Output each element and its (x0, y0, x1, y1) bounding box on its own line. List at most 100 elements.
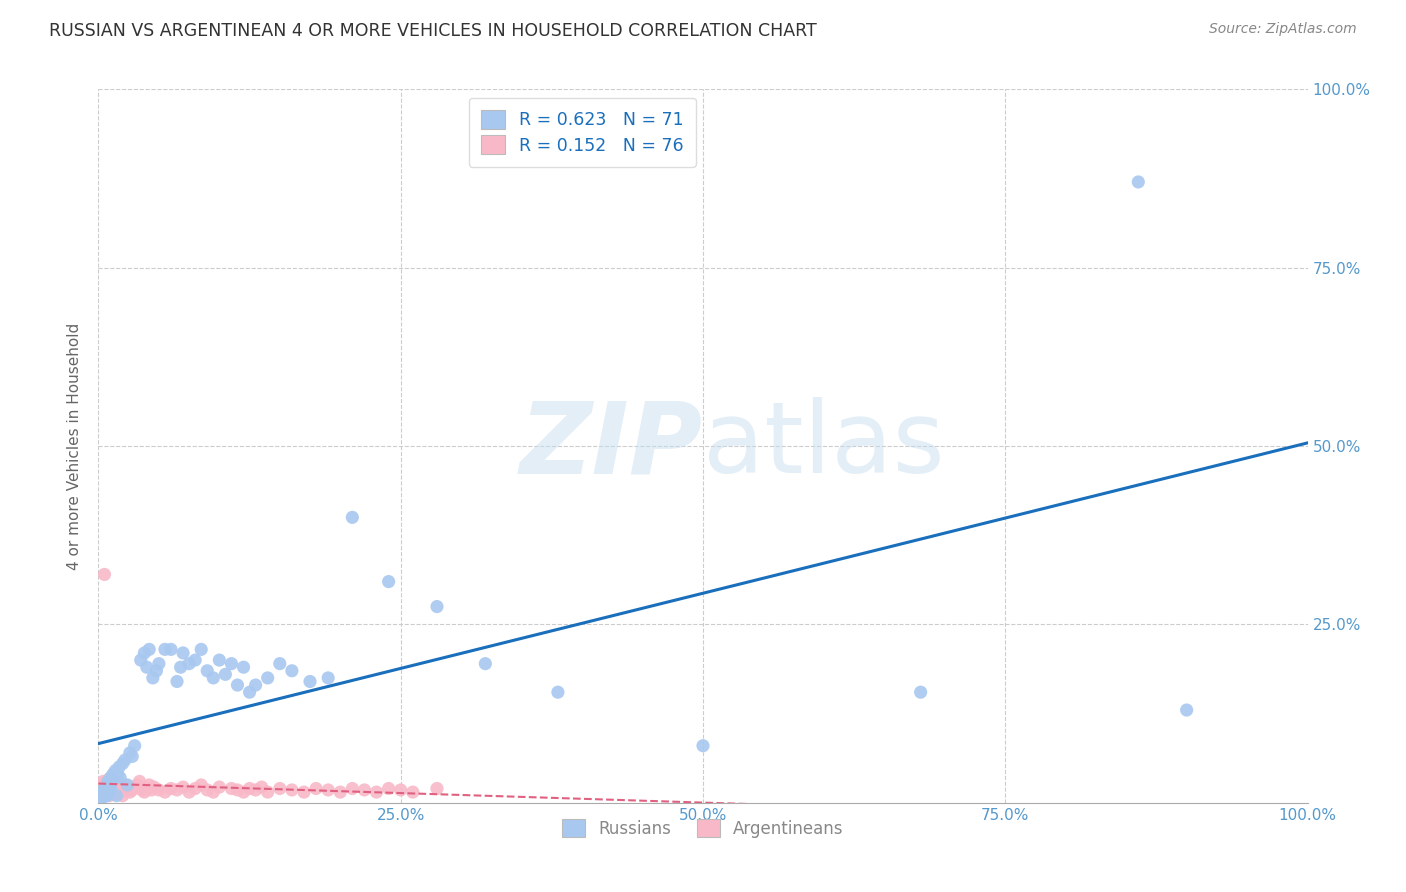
Point (96, 789, 118, 803)
Point (245, 678, 267, 692)
Point (172, 780, 194, 794)
Point (105, 787, 128, 801)
Point (353, 783, 375, 797)
Point (100, 785, 122, 799)
Point (96, 778, 118, 792)
Point (342, 781, 364, 796)
Point (143, 780, 166, 794)
Point (97, 785, 120, 799)
Point (108, 760, 131, 774)
Point (547, 685, 569, 699)
Point (128, 774, 150, 789)
Point (97, 772, 120, 787)
Point (160, 781, 183, 796)
Point (114, 753, 136, 767)
Point (111, 756, 134, 771)
Point (121, 749, 143, 764)
Point (131, 783, 153, 797)
Point (142, 671, 165, 685)
Point (239, 781, 262, 796)
Point (118, 746, 141, 760)
Point (172, 646, 194, 660)
Point (100, 771, 122, 785)
Point (97, 774, 120, 789)
Point (342, 510, 364, 524)
Point (184, 781, 207, 796)
Point (110, 780, 132, 794)
Point (91, 778, 114, 792)
Point (153, 785, 176, 799)
Point (93, 787, 115, 801)
Point (135, 781, 157, 796)
Point (94, 776, 117, 790)
Point (202, 671, 225, 685)
Point (114, 778, 136, 792)
Point (190, 778, 212, 792)
Point (100, 771, 122, 785)
Point (103, 778, 125, 792)
Point (108, 771, 131, 785)
Point (93, 567, 115, 582)
Point (107, 767, 129, 781)
Point (91, 774, 114, 789)
Point (93, 780, 115, 794)
Point (134, 785, 156, 799)
Point (98, 789, 121, 803)
Point (138, 778, 160, 792)
Point (190, 642, 212, 657)
Point (98, 785, 121, 799)
Point (239, 685, 262, 699)
Point (245, 783, 267, 797)
Point (124, 780, 146, 794)
Point (232, 785, 254, 799)
Point (179, 657, 201, 671)
Point (377, 574, 399, 589)
Point (91, 787, 114, 801)
Point (90, 790, 112, 805)
Point (299, 674, 322, 689)
Point (90, 787, 112, 801)
Point (91, 783, 114, 797)
Point (148, 783, 170, 797)
Point (184, 653, 207, 667)
Point (1175, 703, 1198, 717)
Text: atlas: atlas (703, 398, 945, 494)
Point (195, 664, 218, 678)
Point (101, 774, 124, 789)
Point (316, 783, 339, 797)
Point (101, 767, 124, 781)
Point (90, 790, 112, 805)
Point (1128, 175, 1150, 189)
Point (93, 785, 115, 799)
Point (96, 778, 118, 792)
Point (166, 674, 188, 689)
Point (166, 783, 188, 797)
Point (202, 785, 225, 799)
Point (195, 783, 218, 797)
Point (94, 789, 117, 803)
Point (366, 785, 388, 799)
Point (117, 778, 139, 792)
Point (141, 783, 163, 797)
Point (91, 790, 114, 805)
Point (124, 739, 146, 753)
Point (98, 781, 121, 796)
Point (89, 789, 111, 803)
Point (104, 764, 127, 778)
Point (179, 785, 201, 799)
Point (389, 783, 412, 797)
Point (145, 664, 167, 678)
Point (105, 789, 128, 803)
Point (269, 657, 291, 671)
Point (256, 785, 278, 799)
Point (111, 789, 134, 803)
Point (256, 671, 278, 685)
Point (692, 739, 714, 753)
Point (281, 664, 304, 678)
Point (100, 781, 122, 796)
Point (97, 781, 120, 796)
Point (377, 781, 399, 796)
Point (107, 781, 129, 796)
Point (232, 660, 254, 674)
Point (108, 785, 131, 799)
